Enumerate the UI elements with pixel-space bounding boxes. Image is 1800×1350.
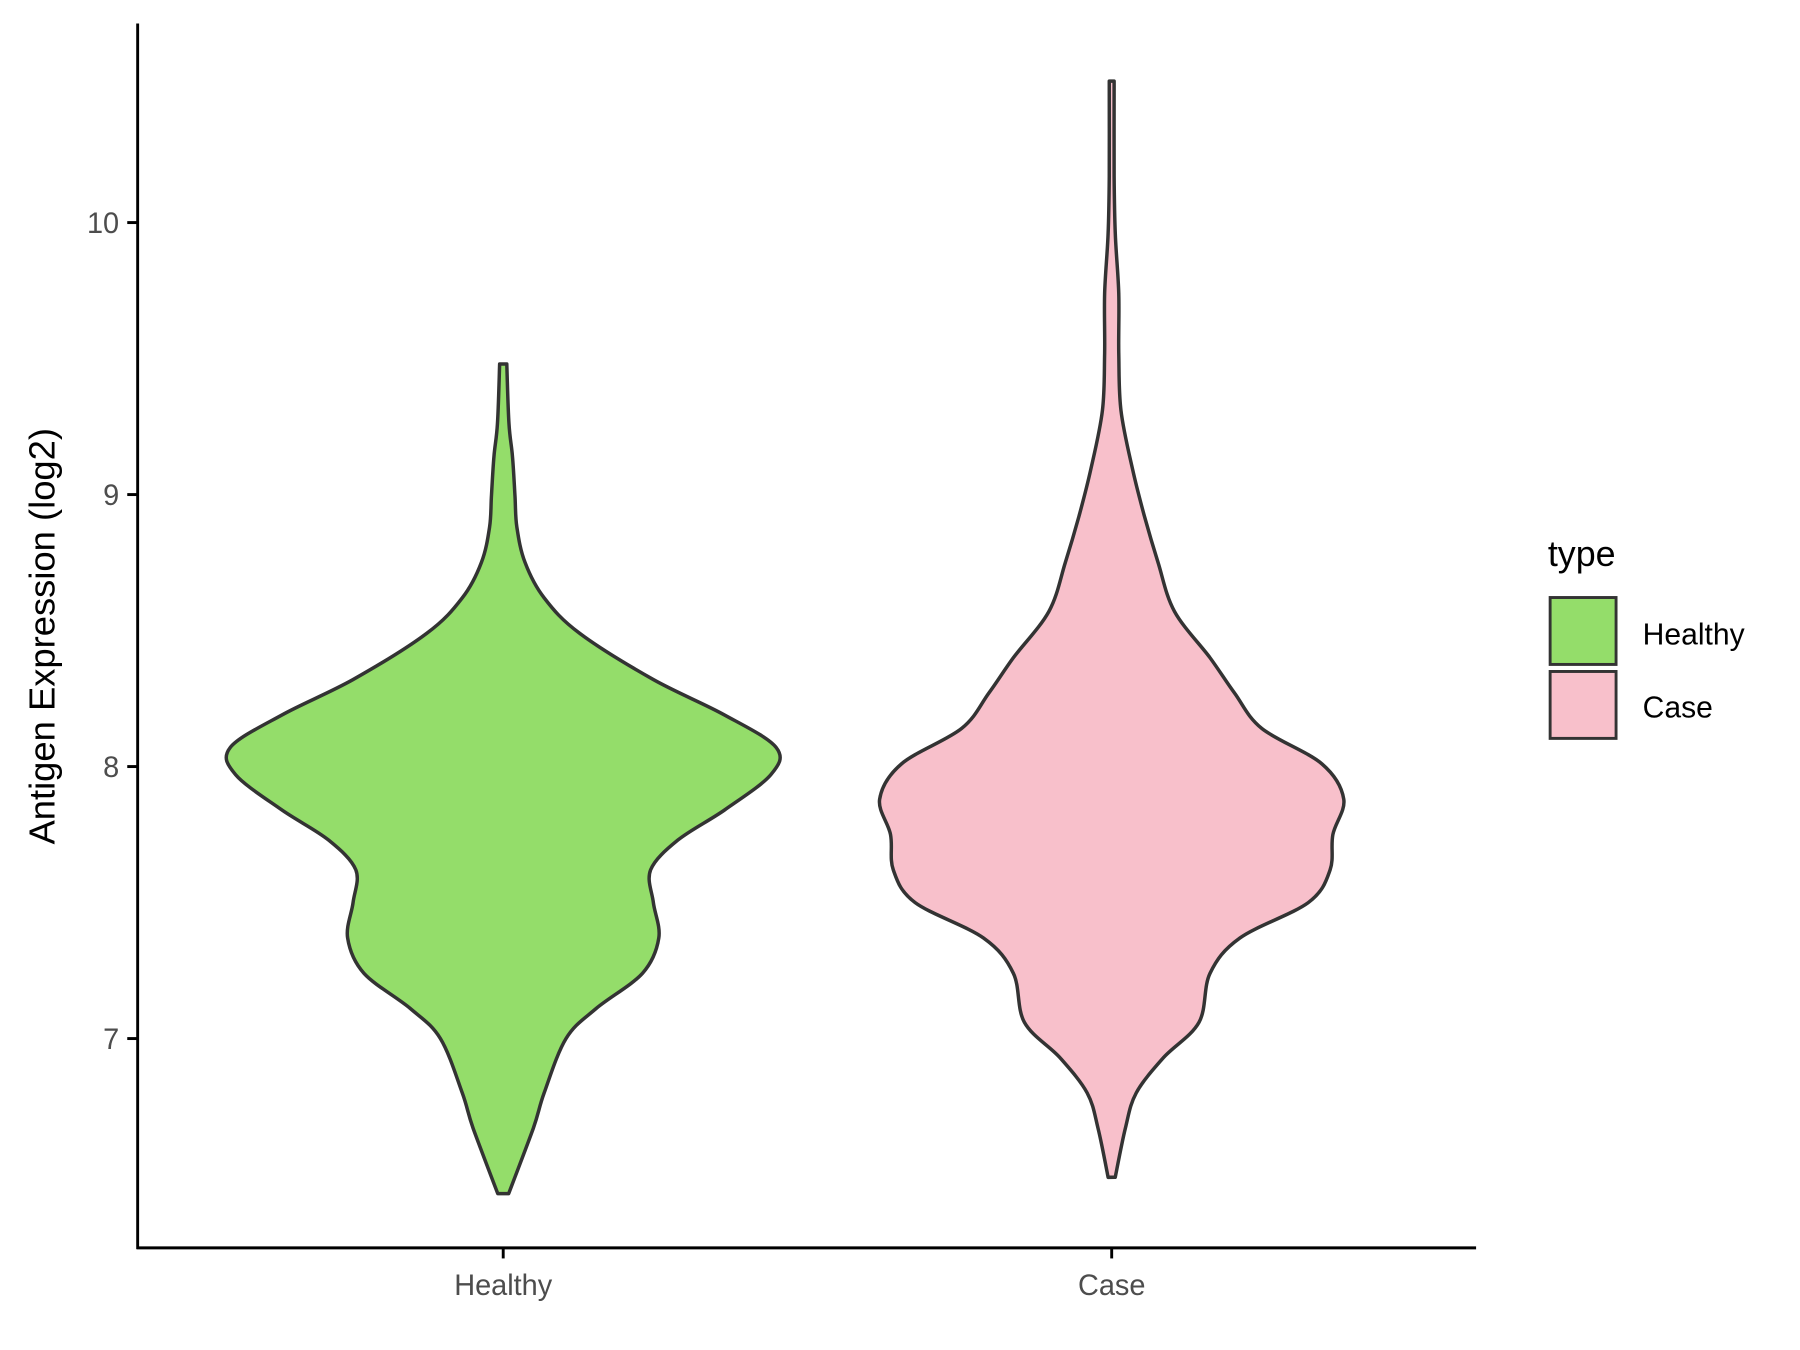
legend-label-case: Case [1643, 691, 1713, 724]
legend-key-case [1548, 670, 1618, 740]
legend-title: type [1548, 533, 1616, 574]
x-tick-label-case: Case [1078, 1270, 1145, 1302]
x-tick-label-healthy: Healthy [454, 1270, 552, 1302]
y-axis-label: Antigen Expression (log2) [22, 428, 63, 845]
violin-case [877, 79, 1346, 1180]
y-tick-label-9: 9 [103, 480, 119, 512]
y-tick-label-7: 7 [103, 1024, 119, 1056]
legend-label-healthy: Healthy [1643, 618, 1746, 651]
violins [224, 79, 1346, 1196]
legend-key-healthy [1548, 596, 1618, 666]
violin-healthy [224, 362, 782, 1196]
y-tick-label-8: 8 [103, 752, 119, 784]
y-tick-label-10: 10 [87, 208, 119, 240]
